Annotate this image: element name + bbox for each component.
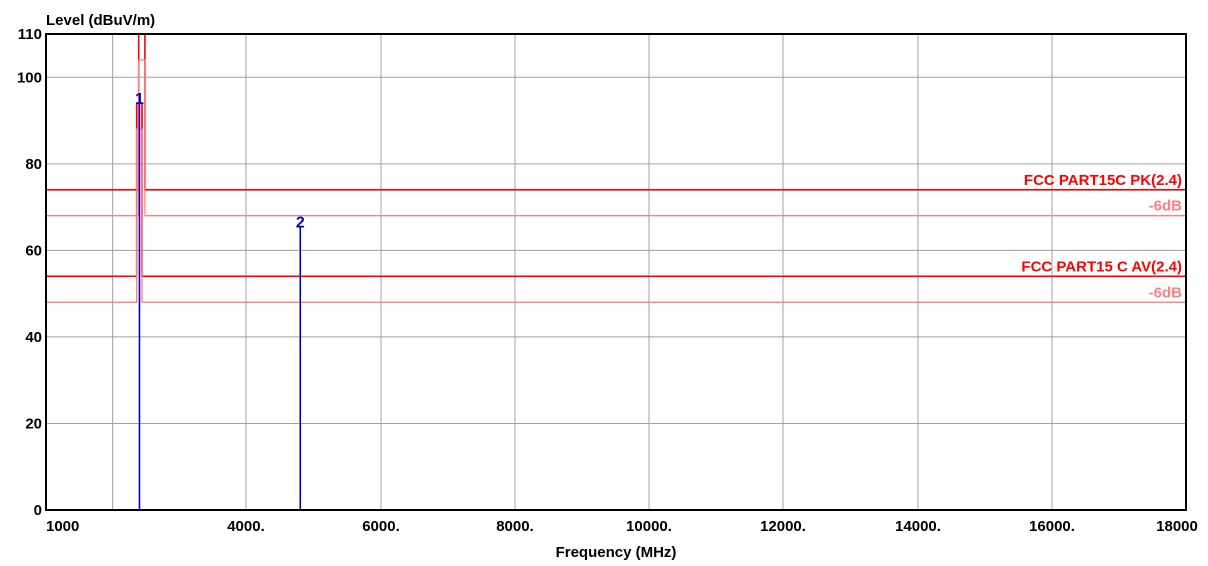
y-tick-label: 20 <box>25 415 42 432</box>
plot-frame <box>45 33 1187 511</box>
marker-label: 1 <box>135 91 144 108</box>
x-tick-label: 1000 <box>46 518 79 535</box>
x-tick-label: 12000. <box>760 518 806 535</box>
margin-label: -6dB <box>1149 198 1183 215</box>
x-tick-label: 10000. <box>626 518 672 535</box>
y-tick-label: 40 <box>25 329 42 346</box>
y-tick-labels: 0 20 40 60 80 100 110 <box>17 26 42 519</box>
limit-label: FCC PART15C PK(2.4) <box>1024 172 1182 189</box>
y-tick-label: 60 <box>25 242 42 259</box>
y-tick-label: 0 <box>34 502 42 519</box>
x-tick-label: 4000. <box>227 518 265 535</box>
x-tick-label: 18000 <box>1156 518 1198 535</box>
y-tick-label: 80 <box>25 156 42 173</box>
limit-labels: FCC PART15C PK(2.4) -6dB FCC PART15 C AV(2… <box>1021 172 1182 302</box>
x-tick-label: 8000. <box>496 518 534 535</box>
x-axis-label: Frequency (MHz) <box>556 544 677 561</box>
y-tick-label: 100 <box>17 69 42 86</box>
limit-line <box>46 102 1186 278</box>
x-tick-label: 14000. <box>895 518 941 535</box>
grid <box>45 33 1187 511</box>
y-tick-label: 110 <box>18 26 42 43</box>
marker-label: 2 <box>296 215 305 232</box>
margin-label: -6dB <box>1149 284 1183 301</box>
limit-lines <box>46 33 1186 303</box>
y-axis-label: Level (dBuV/m) <box>46 12 155 29</box>
x-tick-label: 6000. <box>362 518 400 535</box>
margin-line <box>46 59 1186 217</box>
limit-line <box>46 33 1186 191</box>
limit-label: FCC PART15 C AV(2.4) <box>1021 258 1182 275</box>
x-tick-labels: 1000 4000. 6000. 8000. 10000. 12000. 14000. 160… <box>46 518 1198 535</box>
x-tick-label: 16000. <box>1029 518 1075 535</box>
measurement-markers: 12 <box>135 91 305 510</box>
